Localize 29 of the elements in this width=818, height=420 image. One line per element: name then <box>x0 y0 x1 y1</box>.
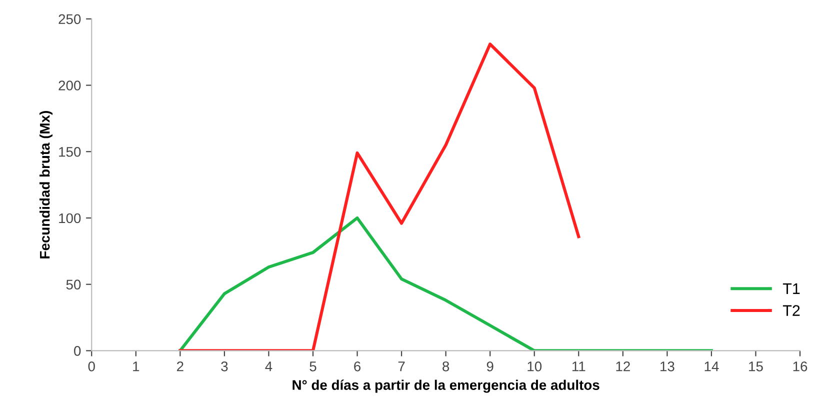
x-tick-label: 10 <box>528 361 542 372</box>
x-tick-label: 1 <box>133 362 140 372</box>
y-tick-label: 200 <box>58 80 81 90</box>
x-tick-label: 14 <box>704 362 719 372</box>
y-tick-label: 50 <box>66 280 81 290</box>
y-tick-label: 250 <box>58 14 81 24</box>
line-series <box>178 42 580 351</box>
y-tick-label: 100 <box>59 213 81 224</box>
line-series <box>178 216 713 351</box>
y-axis-title: Fecundidad bruta (Mx) <box>40 111 52 258</box>
x-tick-label: 11 <box>572 362 586 372</box>
x-tick-label: 16 <box>793 361 808 372</box>
x-tick-label: 2 <box>177 361 184 372</box>
legend-label: T2 <box>782 305 800 316</box>
x-tick-label: 12 <box>616 361 630 372</box>
x-tick-label: 4 <box>265 362 272 372</box>
x-tick-label: 3 <box>221 361 228 372</box>
legend-label: T1 <box>782 283 800 294</box>
x-axis-title: N° de días a partir de la emergencia de adultos <box>292 380 600 393</box>
x-tick-label: 13 <box>660 361 674 372</box>
x-tick-label: 6 <box>354 361 361 372</box>
x-tick-label: 5 <box>310 362 316 372</box>
x-tick-label: 15 <box>749 362 763 372</box>
x-tick-label: 7 <box>398 362 405 372</box>
y-tick-label: 150 <box>59 146 81 157</box>
x-tick-label: 8 <box>442 361 450 372</box>
x-tick-label: 0 <box>88 361 95 372</box>
y-tick-label: 0 <box>74 346 81 356</box>
x-tick-label: 9 <box>486 361 494 372</box>
